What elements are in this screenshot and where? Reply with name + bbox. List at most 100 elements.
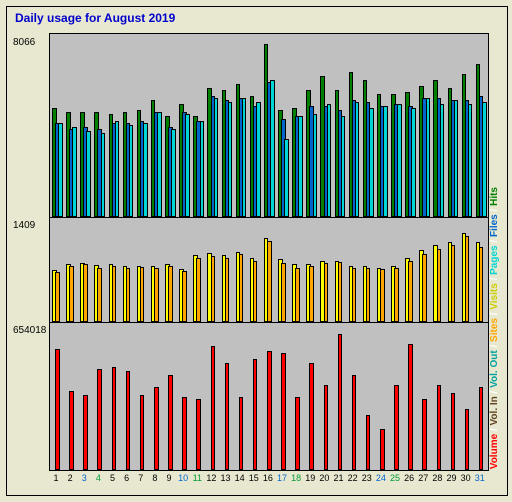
x-tick: 3: [77, 473, 91, 483]
legend-item: Vol. In: [489, 396, 500, 425]
bar: [72, 127, 77, 218]
bar: [397, 104, 402, 217]
bar: [112, 367, 117, 470]
legend-item: Pages: [489, 245, 500, 274]
bar: [239, 254, 244, 322]
bar: [83, 395, 88, 470]
legend-item: Volume: [489, 434, 500, 469]
bar: [185, 114, 190, 217]
bar: [270, 80, 275, 217]
x-tick: 13: [219, 473, 233, 483]
legend-item: Files: [489, 214, 500, 237]
bar: [211, 256, 216, 322]
x-tick: 29: [445, 473, 459, 483]
bar: [242, 98, 247, 217]
bar: [168, 266, 173, 321]
x-tick: 1: [49, 473, 63, 483]
bar: [126, 268, 131, 322]
bar: [454, 100, 459, 217]
bar: [182, 271, 187, 322]
bar: [196, 399, 201, 470]
x-tick: 16: [261, 473, 275, 483]
x-tick: 18: [289, 473, 303, 483]
bar: [338, 334, 343, 470]
bar: [214, 98, 219, 217]
bar: [228, 102, 233, 217]
bar: [129, 125, 134, 218]
bar: [101, 133, 106, 218]
bar: [383, 106, 388, 217]
x-tick: 12: [204, 473, 218, 483]
bar: [380, 429, 385, 470]
bar: [352, 268, 357, 321]
bar: [422, 399, 427, 470]
bar: [225, 363, 230, 470]
bar: [352, 375, 357, 470]
bar: [313, 114, 318, 217]
bar: [394, 268, 399, 322]
legend-sep: /: [489, 388, 500, 396]
bar: [327, 104, 332, 217]
bar: [309, 363, 314, 470]
bar: [239, 397, 244, 470]
bar: [440, 104, 445, 217]
bar: [366, 415, 371, 470]
bar: [168, 375, 173, 470]
x-tick: 8: [148, 473, 162, 483]
chart-panel: [50, 34, 488, 218]
bar: [465, 236, 470, 321]
x-tick: 6: [120, 473, 134, 483]
legend-item: Visits: [489, 283, 500, 310]
chart-panel: [50, 322, 488, 470]
x-tick: 31: [473, 473, 487, 483]
bar: [437, 385, 442, 470]
bar: [143, 123, 148, 218]
legend-sep: /: [489, 309, 500, 317]
bar: [86, 131, 91, 218]
bar: [408, 261, 413, 322]
bar: [295, 397, 300, 470]
bar: [126, 371, 131, 470]
bar: [284, 139, 289, 217]
bar: [355, 102, 360, 217]
bar: [253, 261, 258, 322]
bar: [479, 387, 484, 470]
x-tick: 27: [416, 473, 430, 483]
bar: [112, 266, 117, 321]
bar: [182, 397, 187, 470]
bar: [83, 264, 88, 321]
bar: [298, 116, 303, 217]
bar: [451, 393, 456, 470]
bar: [341, 116, 346, 217]
bar: [171, 129, 176, 218]
x-tick: 19: [303, 473, 317, 483]
bar: [211, 346, 216, 470]
x-tick: 23: [360, 473, 374, 483]
chart-plot-area: [49, 33, 489, 471]
bar: [422, 254, 427, 321]
bar: [69, 266, 74, 321]
x-axis: 1234567891011121314151617181920212223242…: [49, 473, 487, 489]
legend-text: Volume / Vol. In / Vol. Out / Sites / Vi…: [489, 187, 500, 469]
legend-item: Hits: [489, 187, 500, 206]
bar: [369, 108, 374, 217]
bar: [55, 349, 60, 470]
x-tick: 26: [402, 473, 416, 483]
bar: [451, 245, 456, 321]
bar: [295, 268, 300, 322]
y-axis-label: 8066: [13, 37, 35, 48]
bar: [324, 385, 329, 470]
x-tick: 7: [134, 473, 148, 483]
x-tick: 11: [190, 473, 204, 483]
bar: [154, 387, 159, 470]
bar: [55, 272, 60, 322]
x-tick: 22: [346, 473, 360, 483]
bar: [115, 121, 120, 218]
legend-item: Vol. Out: [489, 350, 500, 388]
bar: [380, 269, 385, 322]
legend-sep: /: [489, 237, 500, 245]
legend-sep: /: [489, 275, 500, 283]
x-tick: 15: [247, 473, 261, 483]
chart-title: Daily usage for August 2019: [15, 11, 175, 25]
bar: [465, 409, 470, 470]
